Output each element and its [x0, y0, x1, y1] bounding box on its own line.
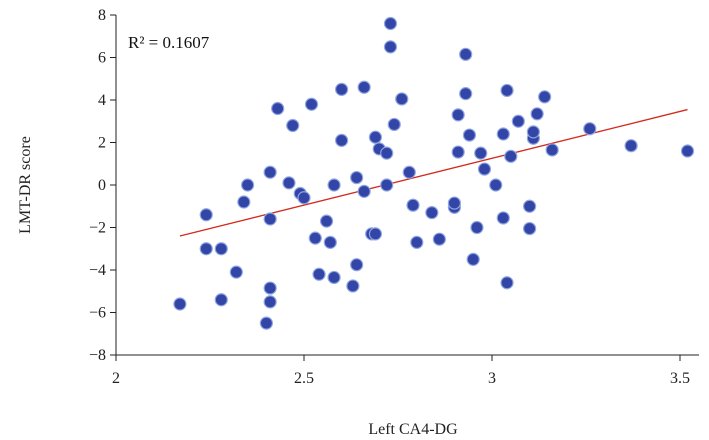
data-point: [383, 16, 398, 31]
data-point: [282, 176, 296, 190]
data-point: [395, 92, 409, 106]
x-tick-group: 2 2.5 3 3.5: [112, 355, 690, 387]
data-point: [199, 242, 213, 256]
r-squared-annotation: R² = 0.1607: [128, 33, 210, 52]
data-point: [545, 143, 559, 157]
data-point: [319, 214, 334, 228]
data-point: [263, 295, 277, 309]
data-point: [297, 191, 311, 205]
data-point: [466, 252, 480, 266]
data-point: [259, 316, 273, 330]
x-tick-label: 3.5: [670, 370, 690, 387]
y-axis-title: LMT-DR score: [17, 136, 34, 234]
data-point: [357, 184, 371, 198]
data-point: [173, 297, 187, 311]
data-point: [263, 281, 277, 295]
x-tick-label: 2: [112, 370, 120, 387]
y-tick-label: 2: [98, 135, 106, 152]
data-point: [451, 108, 465, 122]
data-point: [489, 178, 503, 192]
data-point: [263, 165, 277, 179]
data-point: [327, 270, 341, 285]
data-point: [304, 97, 319, 111]
data-point: [214, 242, 228, 256]
y-tick-group: 8 6 4 2 0 −2 −4 −6 −8: [89, 7, 116, 364]
y-tick-label: 0: [98, 177, 106, 194]
data-point: [229, 265, 243, 279]
data-points: [173, 16, 695, 330]
data-point: [459, 87, 473, 101]
data-point: [526, 125, 540, 139]
data-point: [350, 258, 364, 272]
data-point: [406, 198, 420, 212]
data-point: [237, 195, 251, 209]
data-point: [624, 139, 638, 153]
x-tick-label: 3: [488, 370, 496, 387]
y-tick-label: −2: [89, 220, 106, 237]
y-tick-label: 4: [98, 92, 106, 109]
y-tick-label: −6: [89, 305, 106, 322]
data-point: [462, 128, 477, 142]
x-axis-title: Left CA4-DG: [368, 421, 458, 438]
data-point: [271, 101, 285, 116]
data-point: [346, 279, 360, 293]
data-point: [380, 146, 394, 160]
data-point: [474, 146, 488, 160]
data-point: [286, 118, 300, 133]
data-point: [500, 83, 514, 98]
data-point: [680, 144, 695, 158]
data-point: [368, 130, 383, 144]
y-tick-label: 6: [98, 50, 106, 67]
data-point: [511, 114, 525, 128]
data-point: [583, 122, 597, 136]
data-point: [477, 162, 492, 176]
data-point: [496, 211, 510, 225]
data-point: [335, 133, 349, 147]
data-point: [410, 235, 424, 249]
data-point: [323, 235, 337, 249]
data-point: [522, 199, 537, 213]
data-point: [432, 232, 446, 246]
data-point: [263, 212, 277, 226]
data-point: [451, 145, 465, 159]
data-point: [522, 221, 537, 236]
data-point: [504, 149, 518, 163]
data-point: [447, 196, 461, 210]
data-point: [496, 127, 510, 141]
y-tick-label: −4: [89, 262, 106, 279]
data-point: [308, 231, 322, 245]
data-point: [327, 178, 341, 192]
data-point: [335, 82, 349, 96]
data-point: [538, 90, 552, 104]
data-point: [500, 276, 514, 290]
data-point: [402, 165, 416, 179]
data-point: [380, 178, 394, 192]
data-point: [350, 170, 364, 185]
data-point: [530, 107, 544, 121]
data-point: [470, 220, 484, 235]
x-tick-label: 2.5: [294, 370, 314, 387]
data-point: [383, 40, 398, 54]
data-point: [425, 206, 439, 220]
data-point: [387, 117, 401, 132]
trend-line: [179, 108, 688, 237]
data-point: [357, 80, 371, 94]
y-tick-label: 8: [98, 7, 106, 24]
y-tick-label: −8: [89, 347, 106, 364]
data-point: [459, 47, 473, 61]
axes: [115, 15, 699, 356]
data-point: [241, 178, 255, 192]
data-point: [199, 208, 213, 222]
data-point: [214, 293, 228, 307]
data-point: [368, 227, 383, 241]
data-point: [312, 267, 326, 281]
